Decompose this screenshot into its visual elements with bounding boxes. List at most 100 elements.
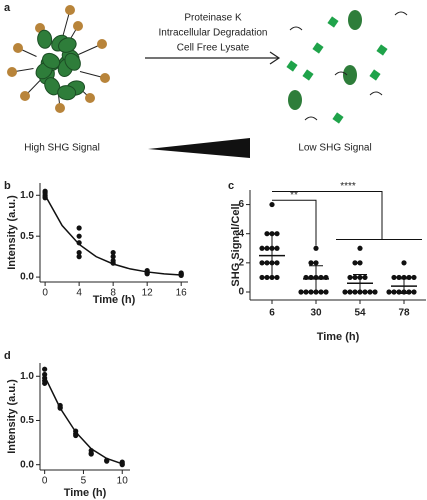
data-point xyxy=(144,271,150,277)
x-tick-label: 8 xyxy=(110,288,116,299)
data-point xyxy=(357,245,363,251)
y-tick-label: 0.5 xyxy=(20,231,34,242)
data-point xyxy=(42,195,48,201)
data-point xyxy=(76,249,82,256)
error-bar xyxy=(353,274,367,293)
data-point xyxy=(264,260,270,266)
ligand-bead xyxy=(100,73,110,83)
ligand-fragment xyxy=(394,11,408,16)
ligand-bead xyxy=(85,93,95,103)
y-tick-label: 1.0 xyxy=(20,371,34,382)
ligand-bead xyxy=(55,103,65,113)
panel-label: d xyxy=(4,350,11,362)
x-tick-label: 12 xyxy=(142,288,154,299)
data-point xyxy=(104,458,110,464)
x-axis-title: Time (h) xyxy=(317,331,360,343)
data-point xyxy=(259,274,265,281)
error-bar xyxy=(265,233,279,278)
data-point xyxy=(76,254,82,260)
nanoparticle-cluster xyxy=(7,5,110,113)
data-point xyxy=(259,245,265,251)
data-point xyxy=(88,451,94,457)
data-point xyxy=(391,289,397,295)
bracket xyxy=(272,199,317,246)
left-label: High SHG Signal xyxy=(24,143,100,154)
data-point xyxy=(76,225,82,231)
nanoparticle xyxy=(58,37,77,53)
data-point xyxy=(372,289,378,295)
y-tick-label: 2 xyxy=(238,257,244,268)
data-point xyxy=(313,260,319,266)
lysate-fragment xyxy=(302,69,314,81)
y-axis-title: Intensity (a.u.) xyxy=(6,379,18,454)
data-point xyxy=(76,233,82,239)
y-tick-label: 0.0 xyxy=(20,459,34,470)
data-point xyxy=(401,260,407,266)
data-point xyxy=(347,289,353,295)
significance: **** xyxy=(340,181,356,192)
data-point xyxy=(110,249,116,256)
data-point xyxy=(308,260,314,266)
nanoparticle xyxy=(44,77,61,96)
panel-a: a Proteinase K Intracellular Degradation… xyxy=(4,2,408,158)
data-point xyxy=(391,274,397,281)
arrow-label: Proteinase K xyxy=(184,13,242,24)
x-tick-label: 54 xyxy=(354,308,366,319)
error-bar xyxy=(309,265,323,293)
data-point xyxy=(352,260,358,266)
error-bar xyxy=(397,278,411,294)
data-point xyxy=(42,380,48,386)
x-tick-label: 0 xyxy=(42,476,48,487)
data-point xyxy=(362,274,368,281)
chart: d 0.0 0.5 1.0 Time (h) Intensity (a.u.) 0 5 10 xyxy=(4,350,130,499)
ligand-bead xyxy=(20,91,30,101)
nanoparticle xyxy=(57,85,77,101)
ligand-bead xyxy=(13,43,23,53)
data-point xyxy=(73,432,79,439)
nanoparticle xyxy=(37,29,53,49)
nanoparticle xyxy=(343,65,357,85)
lysate-fragment xyxy=(312,42,324,54)
x-tick-label: 10 xyxy=(117,476,129,487)
x-tick-label: 0 xyxy=(42,288,48,299)
nanoparticle xyxy=(42,52,61,70)
ligand-fragment xyxy=(289,26,303,31)
y-tick-label: 6 xyxy=(238,199,244,210)
y-axis-title: SHG Signal/Cell xyxy=(230,203,242,286)
panel-label: a xyxy=(4,2,11,14)
ligand-bead xyxy=(65,5,75,15)
panel-label: c xyxy=(228,180,234,192)
data-point xyxy=(298,289,304,295)
panel-label: b xyxy=(4,180,11,192)
x-tick-label: 16 xyxy=(176,288,188,299)
ligand-fragment xyxy=(304,116,318,121)
lysate-fragment xyxy=(286,60,298,72)
x-tick-label: 5 xyxy=(81,476,87,487)
data-point xyxy=(42,366,48,372)
y-tick-label: 0 xyxy=(238,287,244,298)
data-point xyxy=(303,289,309,295)
significance: ** xyxy=(290,190,298,201)
data-point xyxy=(411,289,417,295)
data-point xyxy=(264,245,270,251)
ligand-fragment xyxy=(369,91,383,96)
data-point xyxy=(110,254,116,260)
arrow-label: Intracellular Degradation xyxy=(159,28,268,39)
fit-curve xyxy=(43,375,123,465)
data-point xyxy=(269,201,275,208)
data-point xyxy=(259,260,265,266)
gradient-wedge xyxy=(148,138,250,158)
x-tick-label: 4 xyxy=(76,288,82,299)
data-point xyxy=(274,245,280,251)
data-point xyxy=(119,462,125,468)
lysate-fragment xyxy=(327,16,339,28)
y-tick-label: 0.5 xyxy=(20,415,34,426)
y-axis-title: Intensity (a.u.) xyxy=(6,195,18,270)
x-tick-label: 6 xyxy=(269,308,275,319)
lysate-fragment xyxy=(369,69,381,81)
data-point xyxy=(386,289,392,295)
data-point xyxy=(411,274,417,281)
lysate-fragment xyxy=(376,44,388,56)
